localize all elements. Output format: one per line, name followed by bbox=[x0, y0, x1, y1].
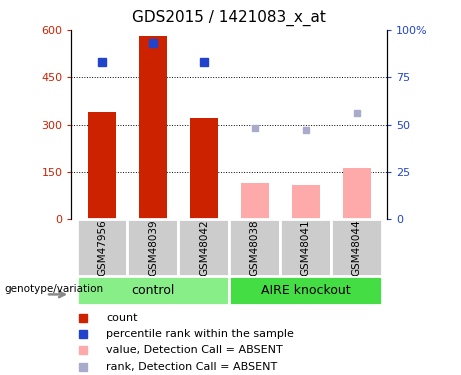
Text: GSM48038: GSM48038 bbox=[250, 219, 260, 276]
Bar bbox=[343, 168, 371, 219]
Text: count: count bbox=[106, 313, 138, 322]
Bar bbox=[280, 219, 331, 276]
Bar bbox=[230, 276, 382, 304]
Bar bbox=[331, 219, 382, 276]
Text: GSM48044: GSM48044 bbox=[352, 219, 362, 276]
Bar bbox=[128, 219, 178, 276]
Text: GSM48039: GSM48039 bbox=[148, 219, 158, 276]
Text: percentile rank within the sample: percentile rank within the sample bbox=[106, 329, 294, 339]
Bar bbox=[77, 276, 230, 304]
Text: rank, Detection Call = ABSENT: rank, Detection Call = ABSENT bbox=[106, 362, 278, 372]
Bar bbox=[88, 112, 116, 219]
Bar bbox=[178, 219, 230, 276]
Text: GSM48042: GSM48042 bbox=[199, 219, 209, 276]
Bar bbox=[292, 185, 320, 219]
Text: AIRE knockout: AIRE knockout bbox=[261, 284, 350, 297]
Text: value, Detection Call = ABSENT: value, Detection Call = ABSENT bbox=[106, 345, 283, 355]
Text: genotype/variation: genotype/variation bbox=[5, 285, 104, 294]
Bar bbox=[241, 183, 269, 219]
Bar bbox=[77, 219, 128, 276]
Text: GSM48041: GSM48041 bbox=[301, 219, 311, 276]
Bar bbox=[230, 219, 280, 276]
Bar bbox=[139, 36, 167, 219]
Bar bbox=[190, 118, 218, 219]
Text: GSM47956: GSM47956 bbox=[97, 219, 107, 276]
Text: control: control bbox=[131, 284, 175, 297]
Title: GDS2015 / 1421083_x_at: GDS2015 / 1421083_x_at bbox=[132, 10, 326, 26]
